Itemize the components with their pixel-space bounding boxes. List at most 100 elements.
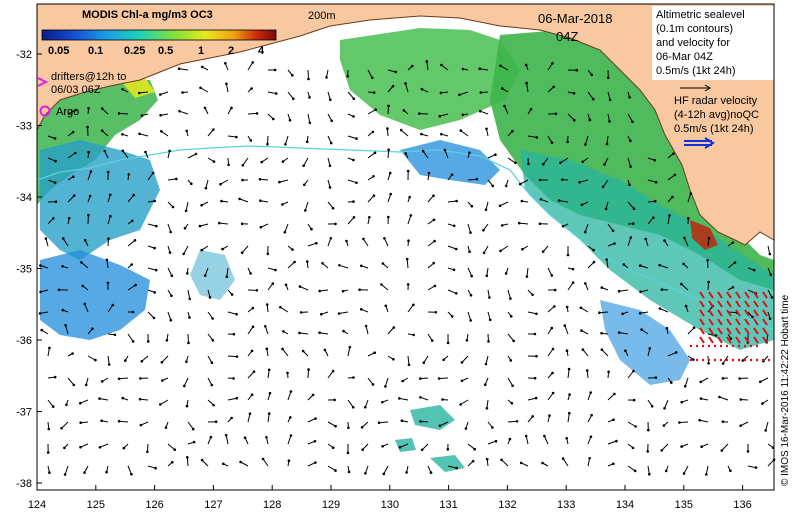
velocity-arrow xyxy=(647,465,650,475)
velocity-arrow-head xyxy=(131,310,135,314)
hf-radar-arrow xyxy=(753,291,759,299)
velocity-arrow-head xyxy=(491,426,494,429)
velocity-arrow-head xyxy=(170,274,174,278)
velocity-arrow-head xyxy=(371,383,375,386)
velocity-arrow xyxy=(567,113,575,121)
velocity-arrow-head xyxy=(138,132,141,136)
velocity-arrow xyxy=(519,179,529,185)
velocity-arrow xyxy=(187,421,194,430)
velocity-arrow-head xyxy=(607,370,610,374)
velocity-arrow xyxy=(327,201,334,209)
velocity-arrow xyxy=(262,458,269,467)
velocity-arrow-head xyxy=(600,348,604,352)
velocity-arrow xyxy=(307,69,309,80)
velocity-arrow-head xyxy=(566,140,569,144)
hf-radar-arrow xyxy=(744,327,750,335)
velocity-arrow xyxy=(307,462,316,467)
velocity-arrow xyxy=(705,465,709,475)
velocity-arrow xyxy=(607,223,614,232)
velocity-arrow-head xyxy=(533,332,537,336)
velocity-arrow-head xyxy=(106,281,110,285)
velocity-arrow xyxy=(619,332,629,335)
velocity-arrow-head xyxy=(320,312,323,316)
velocity-arrow xyxy=(760,377,769,383)
velocity-arrow-head xyxy=(305,140,309,144)
hf-radar-arrow xyxy=(735,300,741,308)
velocity-arrow xyxy=(227,355,237,358)
velocity-arrow-head xyxy=(535,136,539,139)
velocity-arrow-head xyxy=(612,418,615,422)
velocity-arrow-head xyxy=(600,331,603,335)
velocity-arrow-head xyxy=(387,215,390,219)
velocity-arrow-head xyxy=(429,471,433,474)
velocity-arrow-head xyxy=(190,182,193,186)
velocity-arrow-head xyxy=(283,231,287,234)
velocity-arrow-head xyxy=(692,326,696,330)
hf-radar-arrow xyxy=(699,309,705,317)
velocity-arrow-head xyxy=(419,420,422,423)
velocity-arrow-head xyxy=(684,304,688,308)
velocity-arrow-head xyxy=(364,324,368,328)
velocity-arrow-head xyxy=(461,67,465,71)
velocity-arrow-head xyxy=(352,158,355,162)
velocity-arrow xyxy=(405,83,409,93)
velocity-arrow-head xyxy=(134,283,137,287)
velocity-arrow-head xyxy=(40,328,43,332)
velocity-arrow-head xyxy=(499,249,502,253)
velocity-arrow-head xyxy=(338,264,341,267)
velocity-arrow-head xyxy=(182,252,185,256)
velocity-arrow xyxy=(387,105,389,115)
hf-radar-arrows xyxy=(690,291,770,362)
velocity-arrow xyxy=(667,174,676,181)
velocity-arrow xyxy=(267,369,270,379)
velocity-arrow xyxy=(160,91,169,95)
velocity-arrow-head xyxy=(372,194,376,197)
velocity-arrow-head xyxy=(80,261,83,264)
velocity-arrow-head xyxy=(571,267,575,271)
velocity-arrow xyxy=(547,135,553,143)
velocity-arrow-head xyxy=(559,161,562,165)
velocity-arrow xyxy=(739,377,749,379)
velocity-arrow xyxy=(384,377,389,387)
velocity-arrow xyxy=(185,201,189,211)
velocity-arrow-head xyxy=(698,418,701,422)
velocity-arrow-head xyxy=(412,303,415,307)
velocity-arrow xyxy=(127,239,136,247)
velocity-arrow-head xyxy=(168,149,171,153)
velocity-arrow-head xyxy=(314,417,317,420)
velocity-arrow-head xyxy=(687,217,690,220)
velocity-arrow-head xyxy=(673,173,677,177)
velocity-arrow xyxy=(347,216,355,225)
lon-tick-label: 125 xyxy=(87,499,105,511)
velocity-arrow-head xyxy=(204,186,208,190)
velocity-arrow xyxy=(527,397,537,401)
velocity-arrow xyxy=(467,223,471,233)
velocity-arrow xyxy=(519,222,529,225)
velocity-arrow-head xyxy=(652,216,655,219)
velocity-arrow-head xyxy=(551,347,555,351)
velocity-arrow-head xyxy=(406,169,410,173)
hf-radar-arrow xyxy=(726,318,732,326)
velocity-arrow-head xyxy=(553,288,557,292)
velocity-arrow-head xyxy=(384,385,387,388)
velocity-arrow-head xyxy=(347,470,351,474)
velocity-arrow-head xyxy=(459,403,462,406)
velocity-arrow xyxy=(579,179,589,183)
velocity-arrow-head xyxy=(741,359,744,362)
argo-icon xyxy=(39,105,51,117)
velocity-arrow-head xyxy=(74,151,77,155)
velocity-arrow-head xyxy=(388,171,392,175)
velocity-arrow-head xyxy=(329,141,333,145)
velocity-arrow-head xyxy=(243,436,247,440)
velocity-arrow-head xyxy=(761,402,764,405)
velocity-arrow-head xyxy=(391,84,395,88)
date-label: 06-Mar-2018 xyxy=(538,11,612,26)
velocity-arrow xyxy=(765,421,769,431)
velocity-arrow-head xyxy=(660,449,663,452)
velocity-arrow xyxy=(119,420,129,423)
lon-tick-label: 126 xyxy=(145,499,163,511)
velocity-arrow xyxy=(467,311,472,321)
velocity-arrow xyxy=(80,399,89,404)
velocity-arrow-head xyxy=(63,446,66,450)
velocity-arrow xyxy=(602,179,609,188)
